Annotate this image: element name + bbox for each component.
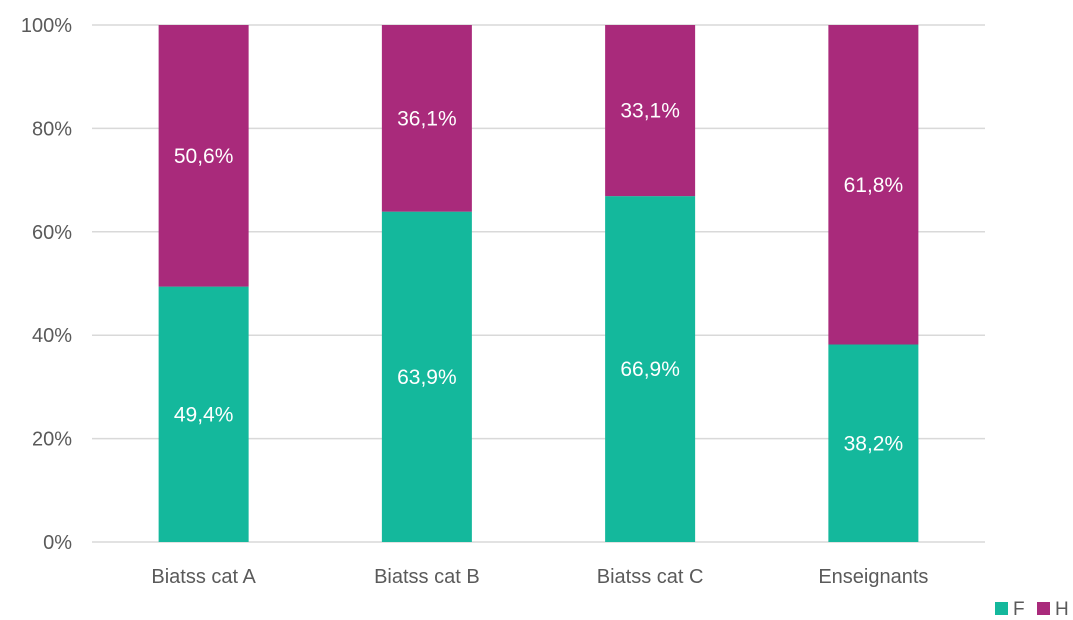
bar-f-3 <box>605 196 696 542</box>
legend-label-f: F <box>1013 599 1025 620</box>
bar-h-3 <box>605 25 696 197</box>
bars <box>158 25 919 542</box>
bar-h-4 <box>828 25 919 345</box>
x-axis-categories: Biatss cat A Biatss cat B Biatss cat C Ense… <box>151 566 928 588</box>
data-label: 49,4% <box>174 403 234 426</box>
bar-h-2 <box>381 25 472 212</box>
bar-f-2 <box>381 211 472 542</box>
legend-swatch-f <box>995 602 1008 615</box>
y-tick-label: 80% <box>32 118 72 140</box>
legend-label-h: H <box>1055 599 1069 620</box>
y-tick-label: 0% <box>43 532 72 554</box>
data-labels: 49,4% 50,6% 63,9% 36,1% 66,9% 33,1% 38,2% 61,8% <box>174 100 903 456</box>
bar-f-1 <box>158 286 249 542</box>
legend-swatch-h <box>1037 602 1050 615</box>
data-label: 36,1% <box>397 107 457 130</box>
category-label: Biatss cat C <box>597 566 704 588</box>
data-label: 33,1% <box>620 100 680 123</box>
data-label: 50,6% <box>174 145 234 168</box>
data-label: 61,8% <box>844 174 904 197</box>
data-label: 38,2% <box>844 432 904 455</box>
bar-f-4 <box>828 344 919 542</box>
y-axis-ticks: 0% 20% 40% 60% 80% 100% <box>21 15 72 554</box>
y-tick-label: 60% <box>32 222 72 244</box>
y-tick-label: 100% <box>21 15 72 37</box>
data-label: 63,9% <box>397 366 457 389</box>
y-tick-label: 20% <box>32 429 72 451</box>
data-label: 66,9% <box>620 358 680 381</box>
y-tick-label: 40% <box>32 325 72 347</box>
category-label: Biatss cat A <box>151 566 256 588</box>
category-label: Biatss cat B <box>374 566 480 588</box>
bar-h-1 <box>158 25 249 287</box>
category-label: Enseignants <box>818 566 928 588</box>
